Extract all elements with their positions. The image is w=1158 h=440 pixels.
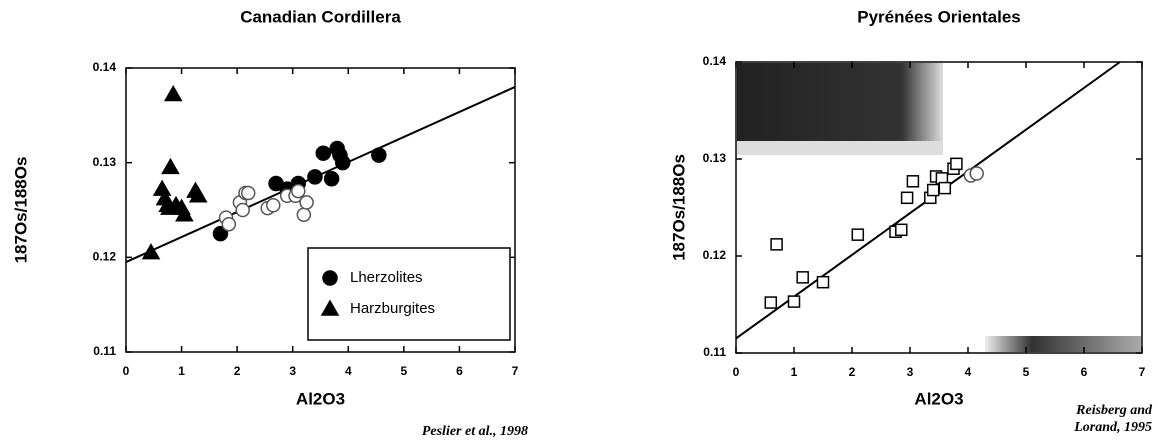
- point: [296, 207, 312, 222]
- y-tick-label: 0.12: [93, 250, 117, 264]
- legend-box: [307, 247, 511, 341]
- y-tick-label: 0.13: [93, 155, 117, 169]
- x-tick-label: 6: [456, 364, 463, 378]
- x-tick-label: 3: [289, 364, 296, 378]
- point: [315, 145, 332, 161]
- point: [212, 225, 229, 242]
- point: [299, 195, 314, 210]
- scan-shade: [737, 141, 943, 155]
- point: [796, 271, 809, 284]
- point: [371, 147, 387, 163]
- point: [895, 223, 908, 237]
- point: [900, 191, 914, 205]
- x-tick-label: 7: [1139, 365, 1146, 379]
- point: [141, 243, 161, 260]
- x-tick-label: 0: [123, 364, 130, 378]
- point: [291, 183, 306, 199]
- citation: Reisberg and: [1075, 403, 1153, 418]
- chart-title: Pyrénées Orientales: [857, 7, 1020, 26]
- y-axis-label: 187Os/188Os: [11, 157, 30, 264]
- plot-frame: [125, 67, 516, 353]
- legend-marker: [320, 299, 340, 316]
- x-tick-label: 2: [849, 365, 856, 379]
- scan-shade: [737, 63, 943, 141]
- chart-title: Canadian Cordillera: [240, 7, 401, 26]
- point: [266, 198, 281, 213]
- y-tick-label: 0.14: [93, 60, 117, 74]
- point: [175, 205, 194, 222]
- point: [851, 228, 865, 241]
- x-tick-label: 3: [907, 365, 914, 379]
- point: [906, 175, 920, 188]
- x-tick-label: 6: [1081, 365, 1088, 379]
- y-tick-label: 0.14: [703, 54, 727, 68]
- x-tick-label: 0: [733, 365, 740, 379]
- citation: Peslier et al., 1998: [422, 424, 528, 439]
- point: [221, 216, 237, 232]
- point: [787, 295, 801, 308]
- point: [334, 154, 351, 171]
- point: [770, 238, 783, 251]
- x-tick-label: 7: [512, 364, 519, 378]
- y-tick-label: 0.11: [93, 344, 116, 358]
- x-tick-label: 1: [178, 364, 185, 378]
- x-tick-label: 5: [401, 364, 408, 378]
- point: [938, 181, 952, 195]
- scan-shade: [985, 336, 1141, 352]
- x-tick-label: 4: [965, 365, 972, 379]
- point: [950, 157, 963, 171]
- x-axis-label: Al2O3: [914, 389, 963, 408]
- x-tick-label: 2: [234, 364, 241, 378]
- point: [241, 185, 256, 201]
- x-tick-label: 5: [1023, 365, 1030, 379]
- legend-label: Lherzolites: [350, 269, 423, 286]
- x-axis-label: Al2O3: [296, 389, 345, 408]
- legend-marker: [322, 270, 338, 286]
- point: [307, 169, 323, 185]
- y-tick-label: 0.11: [703, 345, 726, 359]
- point: [188, 186, 208, 203]
- point: [969, 166, 984, 181]
- x-tick-label: 4: [345, 364, 352, 378]
- plot-frame: [735, 61, 1143, 354]
- point: [163, 84, 183, 102]
- point: [152, 179, 172, 196]
- point: [323, 171, 340, 187]
- point: [816, 275, 830, 289]
- y-axis-label: 187Os/188Os: [669, 154, 688, 261]
- legend-label: Harzburgites: [350, 300, 435, 317]
- y-tick-label: 0.13: [703, 151, 727, 165]
- x-tick-label: 1: [791, 365, 798, 379]
- point: [235, 202, 250, 218]
- citation: Lorand, 1995: [1073, 420, 1152, 435]
- y-tick-label: 0.12: [703, 248, 727, 262]
- point: [764, 296, 778, 309]
- point: [161, 157, 180, 175]
- point: [926, 183, 940, 197]
